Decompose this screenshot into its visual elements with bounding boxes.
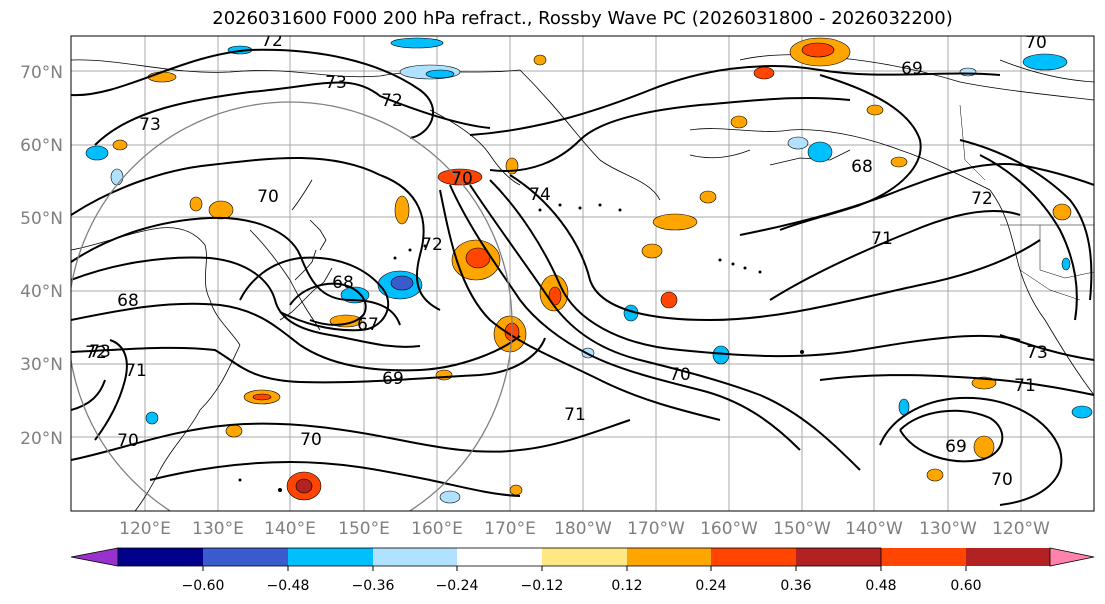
lon-label: 130°W <box>919 519 977 539</box>
colorbar-labels: −0.60 −0.48 −0.36 −0.24 −0.12 0.12 0.24 … <box>182 578 982 594</box>
lat-label: 70°N <box>20 63 63 83</box>
contour-label: 72 <box>85 343 107 363</box>
contour-label: 70 <box>300 430 322 450</box>
colorbar: −0.60 −0.48 −0.36 −0.24 −0.12 0.12 0.24 … <box>70 547 1095 594</box>
lon-label: 120°E <box>119 519 171 539</box>
contour-label: 70 <box>1025 33 1047 53</box>
contour-label: 72 <box>381 91 403 111</box>
map-area: 72 73 72 73 70 70 68 67 72 74 68 72 73 7… <box>71 31 1094 511</box>
colorbar-segment <box>966 548 1050 566</box>
colorbar-tick-label: −0.60 <box>182 578 225 594</box>
contour-label: 70 <box>451 169 473 189</box>
lat-label: 40°N <box>20 282 63 302</box>
contour-label: 70 <box>257 187 279 207</box>
lat-label: 20°N <box>20 429 63 449</box>
colorbar-segment <box>796 548 881 566</box>
contour-label: 74 <box>529 185 551 205</box>
contour-label: 70 <box>669 365 691 385</box>
contour-label-group: 72 73 72 73 70 70 68 67 72 74 68 72 73 7… <box>85 31 1048 490</box>
colorbar-extend-right <box>1049 547 1095 567</box>
map-title: 2026031600 F000 200 hPa refract., Rossby… <box>212 8 953 29</box>
lat-label: 60°N <box>20 136 63 156</box>
colorbar-tick-label: −0.24 <box>436 578 479 594</box>
colorbar-tick-label: 0.60 <box>950 578 981 594</box>
contour-label: 72 <box>261 31 283 51</box>
colorbar-segment <box>711 548 796 566</box>
lon-label: 180°W <box>554 519 612 539</box>
positive-anomaly-patches <box>112 37 1072 501</box>
contour-label: 71 <box>125 361 147 381</box>
lon-label: 170°E <box>484 519 536 539</box>
lon-label: 150°W <box>773 519 831 539</box>
lon-label: 150°E <box>338 519 390 539</box>
contour-label: 68 <box>332 273 354 293</box>
colorbar-tick-label: 0.24 <box>695 578 726 594</box>
contour-label: 72 <box>971 189 993 209</box>
lon-label: 170°W <box>627 519 685 539</box>
colorbar-segment <box>288 548 373 566</box>
contour-label: 72 <box>421 235 443 255</box>
lon-label: 140°E <box>264 519 316 539</box>
contour-label: 69 <box>945 437 967 457</box>
contour-label: 68 <box>117 291 139 311</box>
colorbar-tick-label: 0.12 <box>611 578 642 594</box>
colorbar-tick-label: 0.36 <box>780 578 811 594</box>
colorbar-extend-left <box>70 547 119 567</box>
lon-label: 160°W <box>700 519 758 539</box>
negative-anomaly-patches <box>85 37 1093 504</box>
contour-label: 71 <box>1014 376 1036 396</box>
lon-label: 130°E <box>192 519 244 539</box>
contour-label: 73 <box>325 73 347 93</box>
contour-label: 70 <box>991 470 1013 490</box>
lon-label: 120°W <box>992 519 1050 539</box>
island-chains <box>238 203 804 492</box>
lon-label: 140°W <box>845 519 903 539</box>
contour-label: 73 <box>89 342 111 362</box>
political-borders <box>959 104 1094 301</box>
longitude-labels: 120°E 130°E 140°E 150°E 160°E 170°E 180°… <box>119 519 1050 539</box>
contour-label: 70 <box>117 431 139 451</box>
colorbar-segment <box>881 548 966 566</box>
colorbar-segment <box>118 548 203 566</box>
colorbar-ticks <box>202 566 967 571</box>
wave-packet-circle <box>71 101 513 511</box>
contour-label: 67 <box>357 315 379 335</box>
contour-label: 73 <box>1026 343 1048 363</box>
map-frame <box>70 35 1095 512</box>
colorbar-tick-label: 0.48 <box>865 578 896 594</box>
colorbar-segment <box>457 548 542 566</box>
contour-label: 69 <box>901 59 923 79</box>
colorbar-tick-label: −0.48 <box>267 578 310 594</box>
contour-label: 71 <box>564 405 586 425</box>
lon-label: 160°E <box>411 519 463 539</box>
lat-label: 50°N <box>20 209 63 229</box>
latitude-labels: 70°N 60°N 50°N 40°N 30°N 20°N <box>20 63 63 449</box>
lat-label: 30°N <box>20 355 63 375</box>
contour-lines <box>71 48 1094 506</box>
colorbar-segment <box>203 548 288 566</box>
colorbar-segment <box>373 548 457 566</box>
colorbar-tick-label: −0.36 <box>352 578 395 594</box>
contour-label: 73 <box>139 115 161 135</box>
colorbar-outline <box>117 547 882 567</box>
colorbar-segment <box>627 548 711 566</box>
contour-label: 68 <box>851 157 873 177</box>
contour-label: 69 <box>382 369 404 389</box>
contour-label: 71 <box>871 229 893 249</box>
colorbar-segment <box>542 548 627 566</box>
colorbar-tick-label: −0.12 <box>521 578 564 594</box>
